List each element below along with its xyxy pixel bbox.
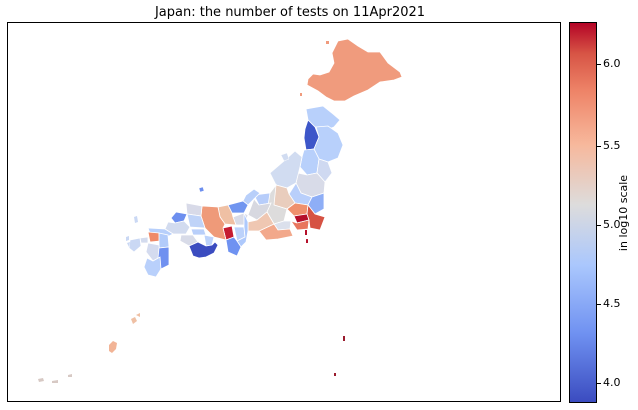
colorbar-tick [597,225,601,226]
colorbar-tick [597,383,601,384]
oki-island [198,186,205,193]
shizuoka-region [258,223,294,241]
colorbar-tick-label: 4.0 [603,376,621,389]
okayama-region [186,213,206,229]
wakayama-region [225,236,242,257]
kagoshima-region [143,256,162,278]
kagawa-region [190,228,207,236]
okinawa-main-island [109,341,117,353]
sakishima-islands [38,374,72,383]
kanagawa-region [290,219,310,231]
colorbar-label: in log10 scale [617,174,630,252]
goto-islands [126,236,130,247]
colorbar-tick [597,304,601,305]
amami-islands [131,313,140,324]
hokkaido-region [306,38,403,102]
colorbar-tick-label: 4.5 [603,297,621,310]
colorbar-tick [597,146,601,147]
yamagata-region [299,148,320,176]
chiba-region [306,203,326,231]
colorbar-tick-label: 6.0 [603,57,621,70]
sado-island [280,152,290,162]
izu-far-island [306,240,308,243]
miyagi-region [316,158,333,183]
oita-region [158,232,170,249]
map-title: Japan: the number of tests on 11Apr2021 [154,5,426,20]
japan-map [38,38,403,383]
fukuoka-region [147,231,161,243]
iwate-region [313,125,344,163]
izu-islands [305,230,308,243]
colorbar-tick-label: 5.5 [603,139,621,152]
kochi-region [188,241,219,259]
colorbar-tick-label: 5.0 [603,218,621,231]
colorbar [569,22,597,403]
map-panel [7,22,561,402]
tsushima-island [134,216,138,223]
saga-region [139,236,149,244]
nagasaki-region [128,237,142,253]
southern-islands [334,336,345,376]
colorbar-tick [597,64,601,65]
ibaraki-region [307,192,325,215]
